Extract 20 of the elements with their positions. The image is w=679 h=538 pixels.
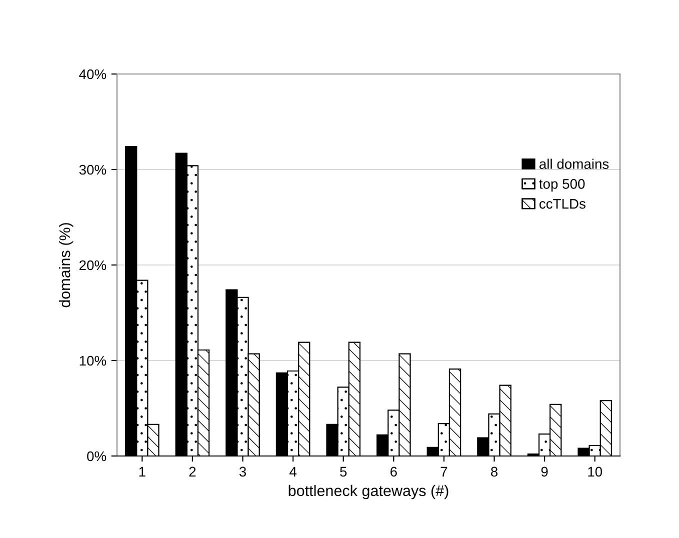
- x-tick-label: 7: [440, 466, 448, 476]
- y-tick-label: 40%: [79, 69, 106, 80]
- x-axis-title: bottleneck gateways (#): [288, 484, 448, 500]
- y-tick-label: 0%: [87, 451, 106, 462]
- legend-label: ccTLDs: [539, 199, 586, 209]
- x-tick-label: 6: [390, 466, 397, 477]
- y-tick-label: 30%: [79, 164, 106, 175]
- x-tick-label: 5: [340, 466, 347, 477]
- y-tick-label: 10%: [80, 356, 106, 366]
- y-tick-label: 20%: [79, 260, 106, 270]
- x-tick-label: 9: [541, 466, 548, 477]
- x-tick-label: 1: [139, 466, 146, 476]
- x-tick-label: 10: [588, 466, 602, 477]
- legend-label: all domains: [539, 158, 609, 169]
- x-tick-label: 8: [490, 466, 498, 477]
- x-tick-label: 2: [189, 466, 196, 476]
- x-tick-label: 4: [290, 466, 297, 476]
- y-axis-title: domains (%): [58, 223, 74, 308]
- x-tick-label: 3: [239, 466, 246, 477]
- legend-label: top 500: [539, 178, 585, 192]
